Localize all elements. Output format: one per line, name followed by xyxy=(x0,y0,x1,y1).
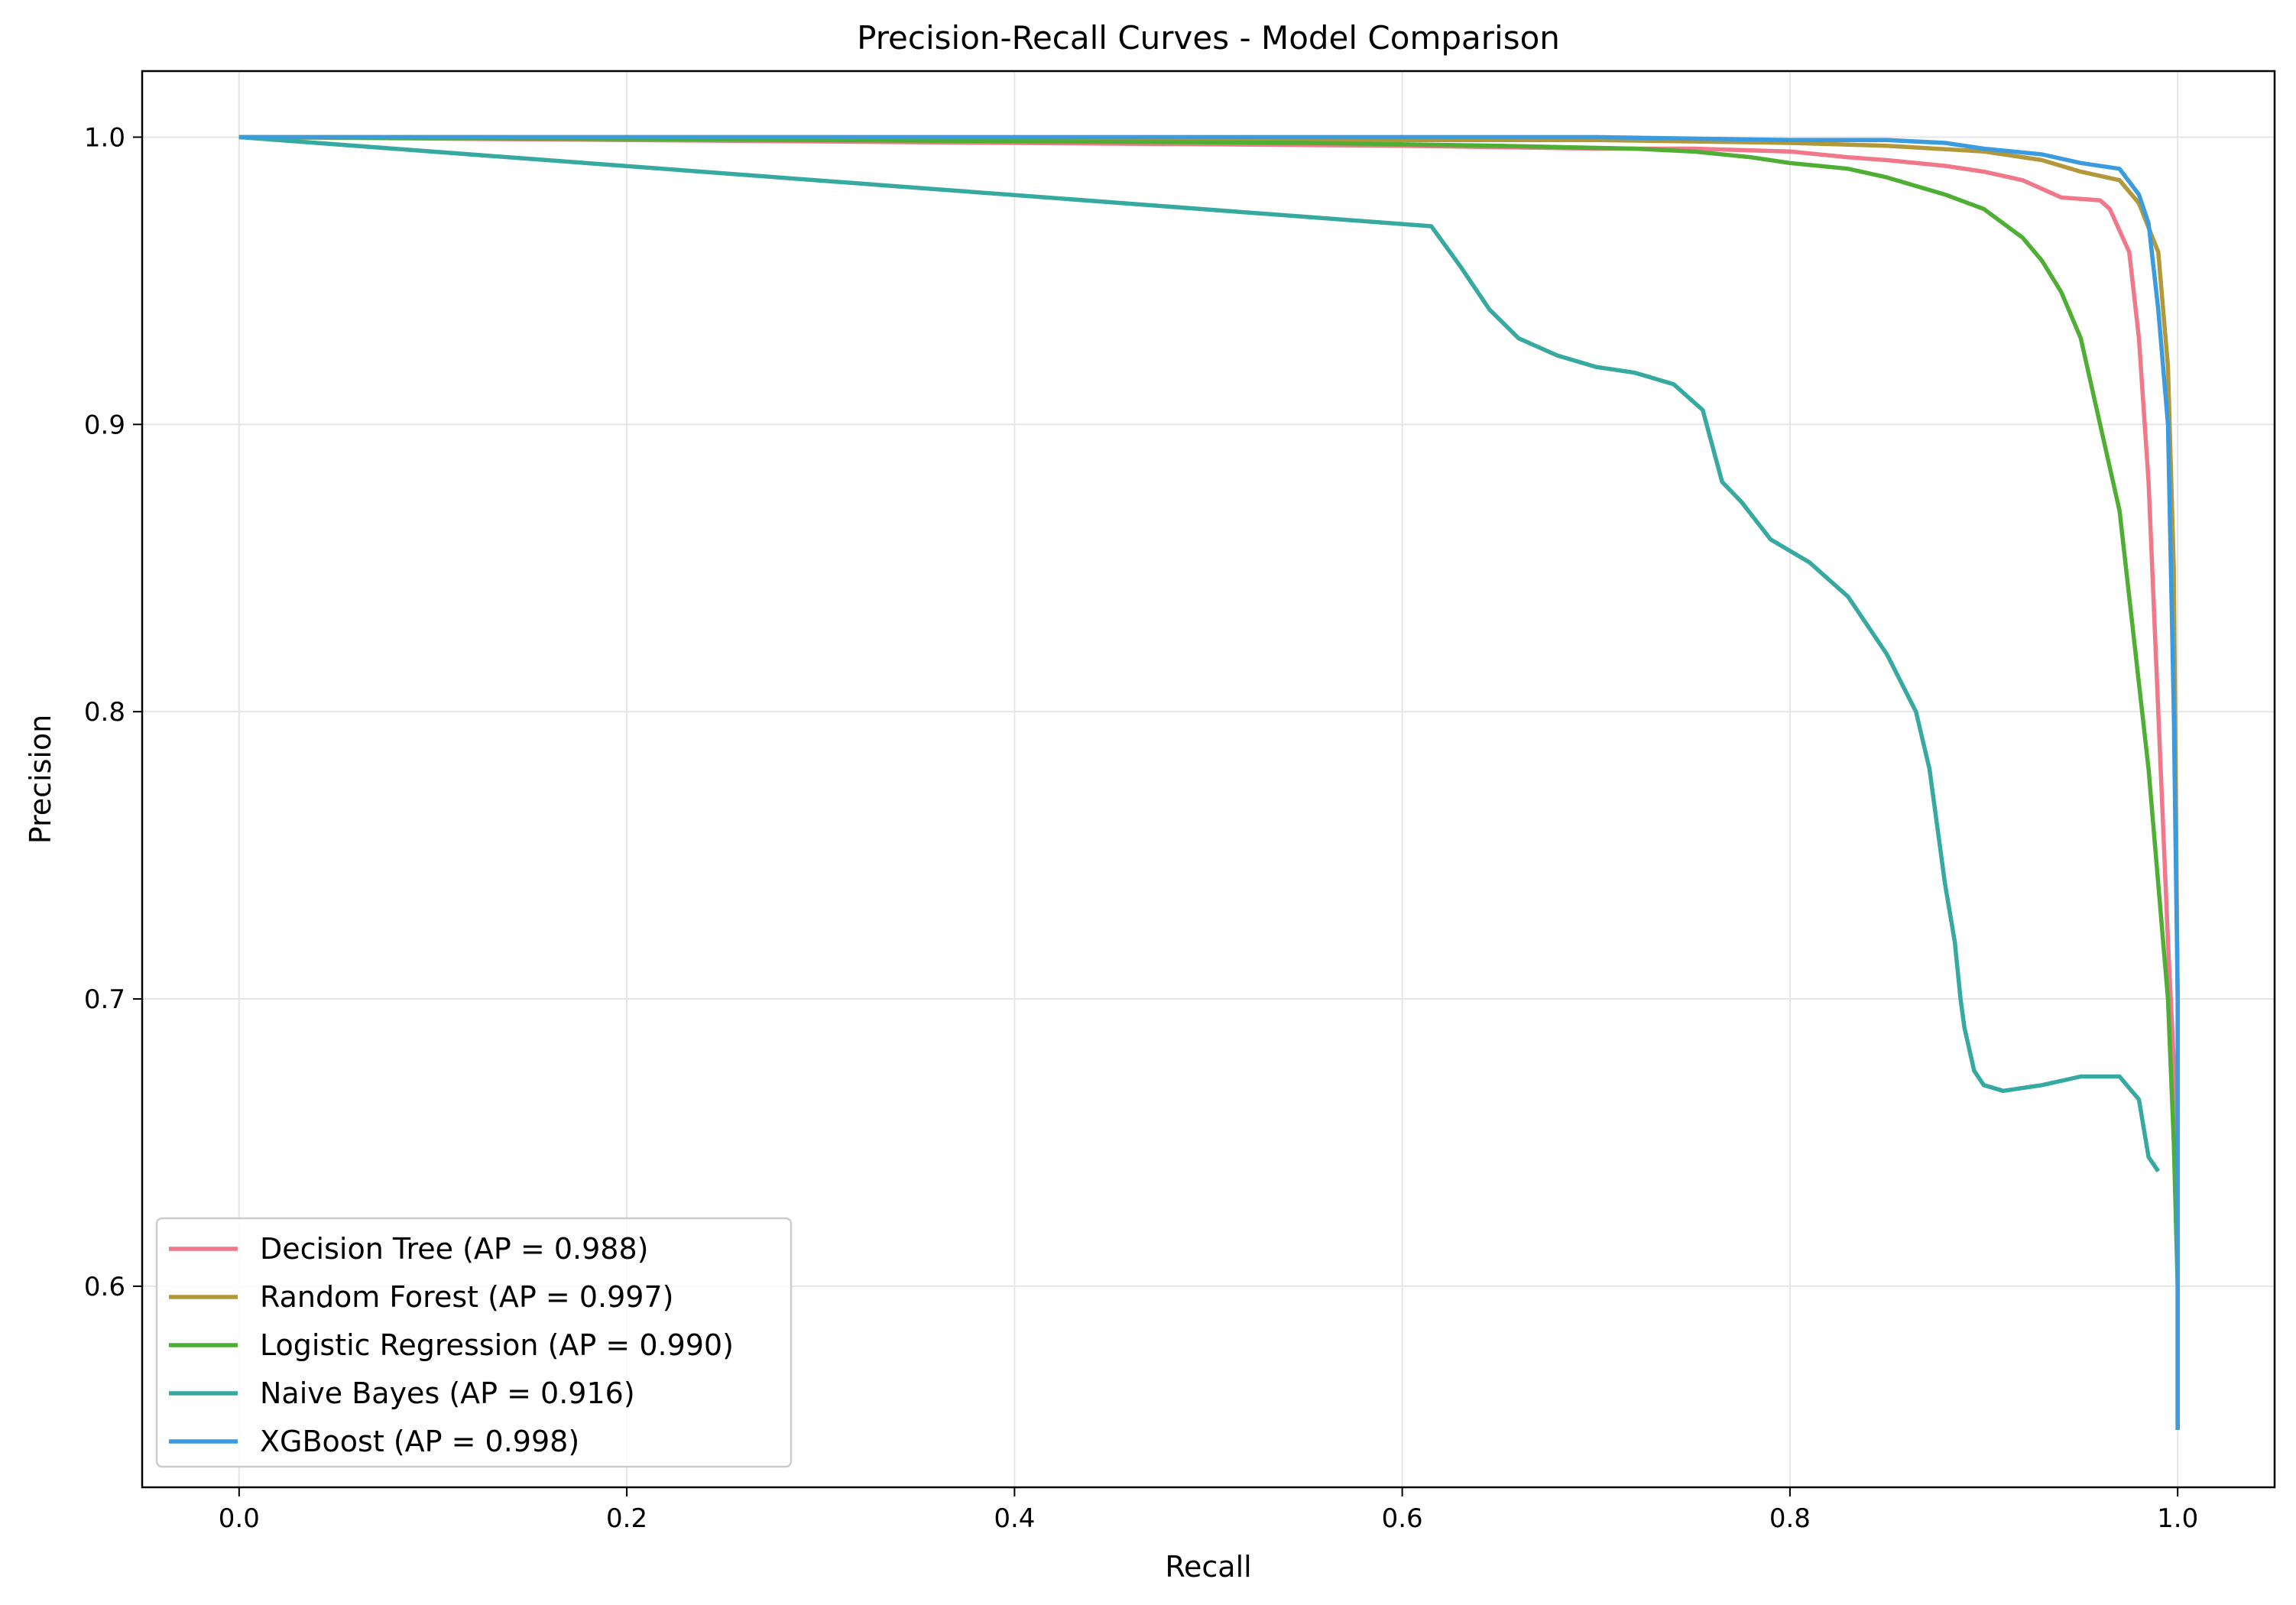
x-axis-label: Recall xyxy=(1165,1550,1251,1584)
ticks: 0.0 0.2 0.4 0.6 0.8 1.0 0.6 0.7 0.8 0.9 1.0 xyxy=(84,122,2198,1534)
legend-label: Logistic Regression (AP = 0.990) xyxy=(260,1328,734,1362)
legend-label: Random Forest (AP = 0.997) xyxy=(260,1280,673,1314)
y-tick-label: 0.8 xyxy=(84,697,125,728)
series-line-2 xyxy=(238,135,2180,1430)
series-line-3 xyxy=(238,135,2161,1173)
legend-label: XGBoost (AP = 0.998) xyxy=(260,1425,579,1458)
y-tick-label: 0.7 xyxy=(84,984,125,1015)
x-tick-label: 0.0 xyxy=(219,1503,260,1534)
x-tick-label: 0.4 xyxy=(994,1503,1035,1534)
x-tick-label: 0.2 xyxy=(606,1503,647,1534)
x-tick-label: 0.6 xyxy=(1382,1503,1423,1534)
y-tick-label: 1.0 xyxy=(84,122,125,153)
series-group xyxy=(238,135,2180,1430)
y-tick-label: 0.6 xyxy=(84,1272,125,1302)
x-tick-label: 0.8 xyxy=(1769,1503,1811,1534)
legend-box xyxy=(155,1217,793,1468)
plot-frame xyxy=(141,70,2276,1489)
y-tick-label: 0.9 xyxy=(84,410,125,440)
y-axis-label: Precision xyxy=(24,715,57,845)
chart-title: Precision-Recall Curves - Model Comparis… xyxy=(857,19,1560,57)
x-tick-label: 1.0 xyxy=(2157,1503,2198,1534)
series-line-4 xyxy=(238,135,2180,1430)
legend: Decision Tree (AP = 0.988) Random Forest … xyxy=(155,1217,793,1468)
legend-label: Decision Tree (AP = 0.988) xyxy=(260,1232,648,1266)
legend-label: Naive Bayes (AP = 0.916) xyxy=(260,1376,635,1410)
